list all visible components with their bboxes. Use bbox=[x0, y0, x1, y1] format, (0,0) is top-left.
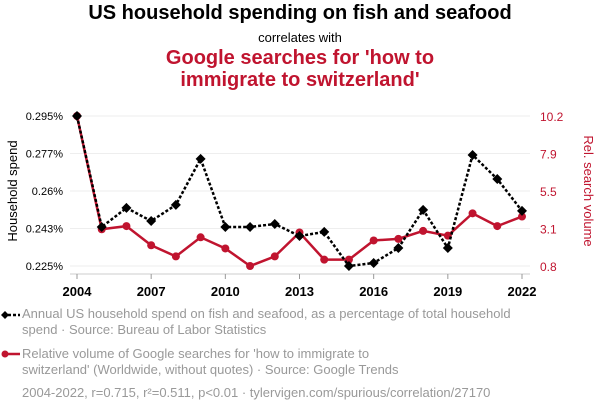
search-volume-point bbox=[171, 252, 180, 261]
search-volume-point bbox=[270, 252, 279, 261]
search-volume-point bbox=[493, 222, 502, 231]
search-volume-point bbox=[394, 234, 403, 243]
search-volume-point bbox=[419, 226, 428, 235]
search-volume-point bbox=[468, 209, 477, 218]
household-spend-point bbox=[294, 231, 305, 241]
legend-text: spend · Source: Bureau of Labor Statisti… bbox=[22, 322, 267, 337]
household-spend-point bbox=[442, 243, 453, 253]
axes: 0.225% 0.8 0.243% 3.1 0.26% 5.5 0.277% 7.9 0.295… bbox=[5, 110, 596, 299]
search-volume-point bbox=[221, 244, 230, 253]
x-tick-label: 2016 bbox=[359, 284, 388, 299]
y2-tick-label: 7.9 bbox=[540, 148, 557, 162]
search-volume-point bbox=[320, 255, 329, 264]
legend-text: switzerland' (Worldwide, without quotes)… bbox=[22, 362, 399, 377]
title2-line2: immigrate to switzerland' bbox=[180, 69, 420, 91]
x-tick-label: 2022 bbox=[508, 284, 537, 299]
y2-axis-label: Rel. search volume bbox=[581, 135, 596, 246]
y2-tick-label: 3.1 bbox=[540, 223, 557, 237]
household-spend-point bbox=[96, 222, 107, 232]
household-spend-point bbox=[146, 216, 157, 226]
footer-stats: 2004-2022, r=0.715, r²=0.511, p<0.01 · t… bbox=[22, 385, 491, 400]
series-lines bbox=[72, 111, 527, 271]
search-volume-point bbox=[122, 222, 131, 231]
search-volume-point bbox=[518, 212, 526, 221]
household-spend-point bbox=[517, 205, 527, 216]
household-spend-point bbox=[195, 153, 206, 164]
search-volume-point bbox=[196, 233, 205, 242]
chart-title-secondary: Google searches for 'how to immigrate to… bbox=[0, 47, 600, 91]
household-spend-point bbox=[245, 222, 256, 232]
gridlines bbox=[70, 115, 530, 267]
x-tick-label: 2010 bbox=[211, 284, 240, 299]
title2-line1: Google searches for 'how to bbox=[165, 47, 435, 69]
legend-text: Relative volume of Google searches for '… bbox=[22, 346, 370, 361]
chart-title: US household spending on fish and seafoo… bbox=[88, 2, 512, 24]
household-spend-point bbox=[368, 258, 379, 268]
household-spend-point bbox=[467, 150, 478, 160]
household-spend-point bbox=[418, 204, 429, 215]
legend-item-searches: Relative volume of Google searches for '… bbox=[22, 346, 399, 378]
household-spend-point bbox=[220, 222, 231, 232]
household-spend-point bbox=[170, 199, 181, 210]
x-tick-label: 2019 bbox=[433, 284, 462, 299]
search-volume-point bbox=[246, 262, 255, 270]
household-spend-point bbox=[492, 174, 503, 184]
household-spend-point bbox=[269, 219, 280, 229]
household-spend-point bbox=[72, 111, 82, 121]
search-volume-point bbox=[369, 236, 378, 245]
household-spend-point bbox=[121, 202, 132, 213]
legend-text: Annual US household spend on fish and se… bbox=[22, 306, 511, 321]
x-tick-label: 2004 bbox=[63, 284, 93, 299]
household-spend-point bbox=[343, 261, 354, 271]
legend-marks bbox=[1, 311, 20, 358]
legend-item-spend: Annual US household spend on fish and se… bbox=[22, 306, 511, 338]
legend-circle-icon bbox=[1, 350, 9, 358]
y2-tick-label: 0.8 bbox=[540, 260, 557, 274]
chart-subtitle: correlates with bbox=[258, 30, 342, 45]
y-tick-label: 0.26% bbox=[32, 186, 63, 198]
legend-diamond-icon bbox=[1, 311, 9, 319]
y-tick-label: 0.277% bbox=[26, 149, 64, 161]
y-tick-label: 0.243% bbox=[26, 224, 64, 236]
household-spend-point bbox=[319, 226, 330, 237]
household-spend-point bbox=[393, 243, 404, 253]
y-tick-label: 0.295% bbox=[26, 111, 64, 123]
x-tick-label: 2013 bbox=[285, 284, 314, 299]
y-axis-label: Household spend bbox=[5, 140, 20, 241]
y2-tick-label: 5.5 bbox=[540, 185, 557, 199]
x-tick-label: 2007 bbox=[137, 284, 166, 299]
y2-tick-label: 10.2 bbox=[540, 110, 564, 124]
y-tick-label: 0.225% bbox=[26, 261, 64, 273]
search-volume-point bbox=[147, 241, 156, 250]
